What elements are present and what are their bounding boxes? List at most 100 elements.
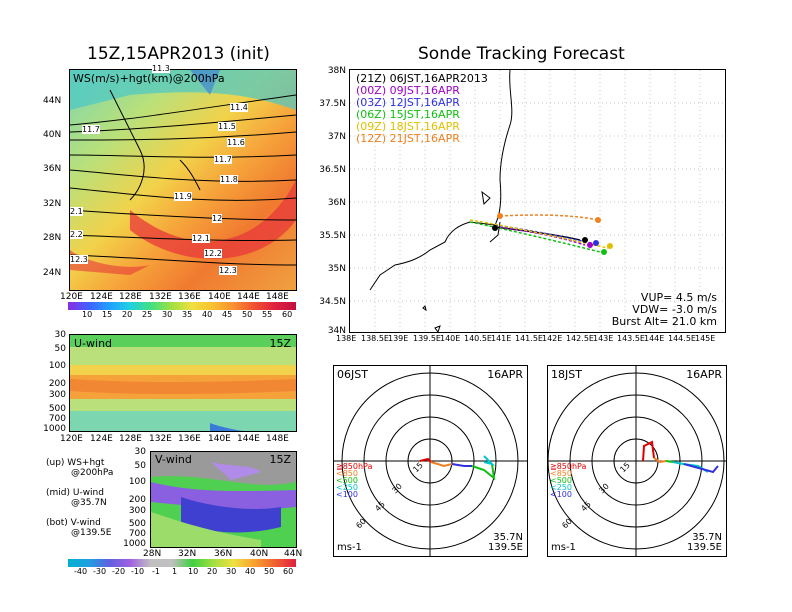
lon-tick: 141E (491, 334, 512, 343)
lon-tick: 143E (593, 334, 614, 343)
v-colorbar (68, 559, 296, 567)
cb-label: 35 (182, 310, 193, 319)
lon-tick: 142E (542, 334, 563, 343)
lat-tick: 34.5N (319, 297, 346, 307)
lon-tick: 139.5E (413, 334, 441, 343)
v-wind-p-axis: 30 50 100 200 300 500 700 1000 (118, 447, 146, 553)
cb-label: 30 (226, 567, 237, 576)
contour-label: 11.7 (214, 155, 232, 164)
cb-label: 10 (188, 567, 199, 576)
p-tick: 500 (128, 519, 146, 529)
lon-tick: 138.5E (361, 334, 389, 343)
contour-label: 11.8 (220, 175, 238, 184)
lon-tick: 140E (440, 334, 461, 343)
p-tick: 200 (48, 379, 66, 389)
track-legend-item: (09Z) 18JST,16APR (356, 120, 460, 133)
p-tick: 300 (128, 506, 146, 516)
cb-label: 50 (242, 310, 253, 319)
cb-label: 50 (264, 567, 275, 576)
vdw-param: VDW= -3.0 m/s (632, 303, 717, 316)
cb-label: 60 (282, 310, 293, 319)
legend-mid: (mid) U-wind (46, 488, 104, 498)
contour-label: 11.4 (230, 103, 248, 112)
contour-label: 11.5 (218, 122, 236, 131)
hodo1-time: 06JST (337, 368, 368, 381)
contour-label: 11.6 (227, 138, 245, 147)
lon-tick: 148E (266, 292, 289, 302)
hodograph-06jst-svg (334, 366, 527, 556)
lon-tick: 128E (119, 434, 142, 444)
cb-label: -30 (93, 567, 107, 576)
lon-tick: 124E (90, 434, 113, 444)
p-tick: 700 (128, 529, 146, 539)
track-legend: (21Z) 06JST,16APR2013 (00Z) 09JST,16APR … (356, 73, 488, 145)
cb-label: -1 (152, 567, 160, 576)
lon-axis-top: 120E 124E 128E 132E 136E 140E 144E 148E (60, 292, 310, 302)
lat-tick: 36.5N (319, 165, 346, 175)
track-lon-axis: 138E 138.5E 139E 139.5E 140E 140.5E 141E… (336, 334, 756, 344)
lat-tick: 36N (43, 164, 62, 174)
lat-tick: 40N (250, 549, 269, 559)
u-wind-label: U-wind (74, 337, 113, 350)
wind-speed-map-svg (70, 70, 296, 290)
lon-tick: 120E (60, 434, 83, 444)
lon-tick: 124E (90, 292, 113, 302)
lat-tick: 28N (43, 233, 62, 243)
p-tick: 200 (128, 495, 146, 505)
hodograph-18jst: 18JST 16APR 15 30 45 60 ≧850hPa <850 <50… (547, 365, 727, 557)
lon-tick: 143.5E (617, 334, 645, 343)
contour-label: 12.1 (192, 234, 210, 243)
track-legend-item: (12Z) 21JST,16APR (356, 132, 460, 145)
lon-tick: 120E (60, 292, 83, 302)
level-label: <850 (550, 469, 572, 478)
lon-tick: 140E (208, 434, 231, 444)
v-wind-time: 15Z (269, 453, 291, 466)
right-title: Sonde Tracking Forecast (418, 44, 625, 64)
lon-tick: 140E (208, 292, 231, 302)
burst-param: Burst Alt= 21.0 km (611, 315, 717, 328)
level-label: <100 (550, 490, 572, 499)
vup-param: VUP= 4.5 m/s (640, 291, 717, 304)
contour-label: 12.2 (204, 249, 222, 258)
lon-tick: 132E (149, 434, 172, 444)
p-tick: 100 (48, 361, 66, 371)
track-legend-item: (21Z) 06JST,16APR2013 (356, 72, 488, 85)
hodo2-unit: ms-1 (551, 542, 576, 553)
hodo1-lat: 35.7N (493, 532, 523, 543)
hodo1-levels: ≧850hPa <850 <500 <250 <100 (336, 462, 373, 499)
lat-tick: 44N (43, 96, 62, 106)
p-tick: 30 (134, 447, 146, 457)
v-wind-svg (151, 452, 296, 547)
lon-tick: 138E (336, 334, 357, 343)
contour-label: 12.3 (219, 266, 237, 275)
p-tick: 700 (48, 414, 66, 424)
lon-tick: 144E (237, 434, 260, 444)
legend-bot: (bot) V-wind (46, 518, 101, 528)
hodo2-lon: 139.5E (687, 542, 722, 553)
lon-tick: 128E (119, 292, 142, 302)
cb-label: 20 (122, 310, 133, 319)
lat-tick: 40N (43, 130, 62, 140)
contour-label: 2.1 (70, 207, 83, 216)
lat-tick: 36N (327, 198, 346, 208)
hodograph-06jst: 06JST 16APR 15 30 45 60 ≧850hPa <850 <50… (333, 365, 528, 557)
hodo2-location: 35.7N 139.5E (687, 533, 722, 553)
level-label: ≧850hPa (336, 462, 373, 471)
cb-label: 55 (262, 310, 273, 319)
cb-label: 1 (172, 567, 178, 576)
panel-legend: (up) WS+hgt @200hPa (mid) U-wind @35.7N … (46, 458, 113, 538)
level-label: <850 (336, 469, 358, 478)
u-wind-panel: U-wind 15Z (69, 334, 297, 432)
hodo1-date: 16APR (487, 368, 523, 381)
lat-tick: 24N (43, 268, 62, 278)
cb-label: 40 (202, 310, 213, 319)
lon-tick: 140.5E (464, 334, 492, 343)
hodo2-lat: 35.7N (692, 532, 722, 543)
cb-label: 25 (142, 310, 153, 319)
hodo1-unit: ms-1 (337, 542, 362, 553)
contour-label: 11.3 (152, 64, 170, 73)
lat-tick: 35.5N (319, 231, 346, 241)
lat-axis-bot: 28N 32N 36N 40N 44N (143, 549, 313, 559)
ws-colorbar-labels: 10 15 20 25 30 35 40 45 50 55 60 (82, 310, 302, 320)
cb-label: -40 (74, 567, 88, 576)
